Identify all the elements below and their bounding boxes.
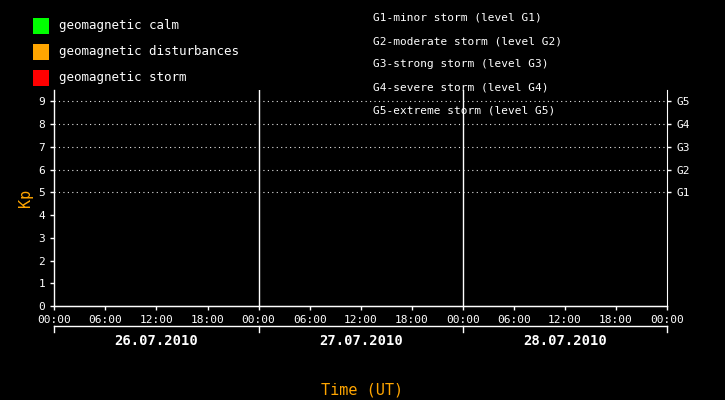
Text: 27.07.2010: 27.07.2010 <box>319 334 402 348</box>
Text: geomagnetic disturbances: geomagnetic disturbances <box>59 46 239 58</box>
Text: G1-minor storm (level G1): G1-minor storm (level G1) <box>373 13 542 23</box>
Text: G4-severe storm (level G4): G4-severe storm (level G4) <box>373 83 549 93</box>
Text: geomagnetic calm: geomagnetic calm <box>59 20 180 32</box>
Text: G2-moderate storm (level G2): G2-moderate storm (level G2) <box>373 36 563 46</box>
Text: geomagnetic storm: geomagnetic storm <box>59 72 187 84</box>
Text: 28.07.2010: 28.07.2010 <box>523 334 607 348</box>
Text: Time (UT): Time (UT) <box>321 382 404 398</box>
Text: G3-strong storm (level G3): G3-strong storm (level G3) <box>373 60 549 70</box>
Text: 26.07.2010: 26.07.2010 <box>115 334 199 348</box>
Text: G5-extreme storm (level G5): G5-extreme storm (level G5) <box>373 106 555 116</box>
Y-axis label: Kp: Kp <box>18 189 33 207</box>
